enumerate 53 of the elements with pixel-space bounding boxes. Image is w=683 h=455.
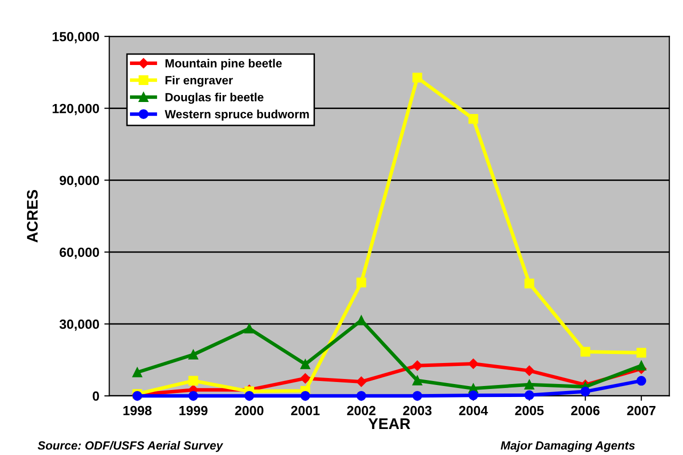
point: [300, 390, 310, 401]
x-tick-label: 2002: [347, 406, 376, 416]
x-tick-label: 1998: [123, 406, 152, 416]
point: [356, 278, 366, 288]
x-tick-label: 2007: [627, 406, 656, 416]
y-axis-title: ACRES: [26, 190, 38, 242]
point: [524, 380, 534, 390]
legend-label: Mountain pine beetle: [166, 58, 282, 70]
point: [468, 390, 478, 400]
point: [132, 368, 142, 378]
point: [188, 390, 198, 401]
point: [636, 376, 646, 386]
point: [188, 350, 198, 360]
x-tick-label: 2004: [459, 406, 488, 416]
point: [188, 376, 198, 386]
point: [468, 358, 478, 369]
y-tick-label: 30,000: [60, 320, 100, 331]
point: [300, 373, 310, 384]
x-tick-label: 2003: [403, 406, 432, 416]
point: [300, 359, 310, 370]
point: [580, 386, 590, 396]
x-tick-label: 2006: [571, 406, 600, 416]
point: [524, 366, 534, 376]
point: [580, 346, 590, 357]
point: [412, 360, 422, 371]
point: [356, 316, 366, 326]
point: [412, 72, 422, 82]
point: [356, 390, 366, 401]
point: [468, 114, 478, 124]
y-tick-label: 150,000: [52, 32, 100, 44]
legend-label: Fir engraver: [166, 76, 233, 87]
source-note: Source: ODF/USFS Aerial Survey: [38, 440, 224, 452]
point: [636, 360, 646, 371]
point: [524, 278, 534, 288]
point: [636, 348, 646, 358]
point: [244, 390, 254, 401]
x-tick-label: 1999: [179, 406, 208, 416]
legend-label: Western spruce budworm: [164, 110, 309, 121]
y-tick-label: 0: [92, 391, 100, 401]
legend-label: Douglas fir beetle: [166, 92, 264, 104]
x-tick-label: 2001: [291, 406, 320, 416]
y-tick-label: 90,000: [60, 176, 100, 188]
point: [412, 376, 422, 386]
point: [356, 376, 366, 387]
x-tick-label: 2000: [235, 406, 264, 416]
y-tick-label: 120,000: [52, 104, 100, 116]
point: [244, 324, 254, 334]
text: Major Damaging Agents: [500, 440, 635, 452]
x-axis-title: YEAR: [368, 418, 410, 429]
x-tick-label: 2005: [515, 406, 544, 416]
y-tick-label: 60,000: [60, 248, 100, 259]
point: [412, 390, 422, 401]
point: [524, 390, 534, 400]
